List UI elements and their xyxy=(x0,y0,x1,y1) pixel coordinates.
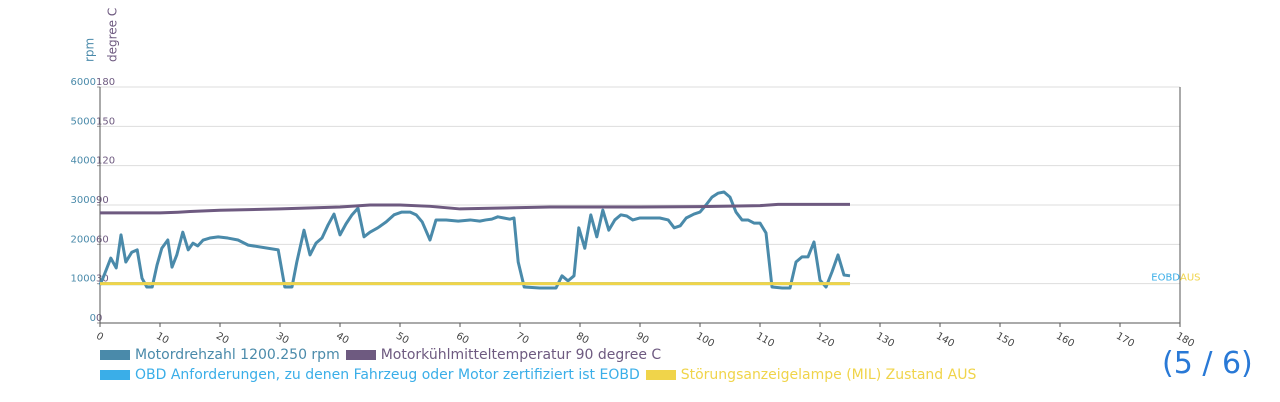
x-tick-label: 0 xyxy=(94,331,105,344)
legend-swatch xyxy=(100,350,130,360)
x-tick-label: 80 xyxy=(574,331,591,347)
legend-item[interactable]: OBD Anforderungen, zu denen Fahrzeug ode… xyxy=(100,366,640,384)
y-axis-title: rpm xyxy=(83,38,97,62)
y2-tick-label: 0 xyxy=(96,313,102,324)
x-tick-label: 10 xyxy=(154,331,171,347)
legend-item[interactable]: Motorkühlmitteltemperatur 90 degree C xyxy=(345,346,662,364)
x-tick-label: 70 xyxy=(514,331,531,347)
legend-swatch xyxy=(100,370,130,380)
legend-swatch xyxy=(645,370,676,380)
y-tick-label: 4000 xyxy=(71,156,96,167)
x-tick-label: 20 xyxy=(214,331,231,347)
end-label: AUS xyxy=(1180,273,1201,284)
y2-tick-label: 90 xyxy=(96,195,109,206)
legend-label: OBD Anforderungen, zu denen Fahrzeug ode… xyxy=(135,367,640,383)
y-tick-label: 1000 xyxy=(71,274,96,285)
y2-tick-label: 150 xyxy=(96,116,115,127)
y-tick-label: 0 xyxy=(90,313,96,324)
legend-item[interactable]: Motordrehzahl 1200.250 rpm xyxy=(100,346,340,364)
x-tick-label: 50 xyxy=(394,331,411,347)
x-tick-label: 40 xyxy=(334,331,351,347)
legend-label: Motordrehzahl 1200.250 rpm xyxy=(135,347,340,363)
x-tick-label: 90 xyxy=(634,331,651,347)
y-tick-label: 2000 xyxy=(71,234,96,245)
y2-tick-label: 120 xyxy=(96,156,115,167)
x-tick-label: 60 xyxy=(454,331,471,347)
y2-tick-label: 180 xyxy=(96,77,115,88)
y2-axis-title: degree C xyxy=(106,8,120,62)
y-tick-label: 6000 xyxy=(71,77,96,88)
series-line xyxy=(100,202,850,215)
legend-item[interactable]: Störungsanzeigelampe (MIL) Zustand AUS xyxy=(645,366,977,384)
y2-tick-label: 60 xyxy=(96,234,109,245)
legend: Motordrehzahl 1200.250 rpm Motorkühlmitte… xyxy=(100,346,1160,384)
legend-label: Motorkühlmitteltemperatur 90 degree C xyxy=(380,347,662,363)
end-label: EOBD xyxy=(1151,273,1180,284)
x-tick-label: 30 xyxy=(274,331,291,347)
page-indicator[interactable]: (5 / 6) xyxy=(1162,346,1253,381)
legend-label: Störungsanzeigelampe (MIL) Zustand AUS xyxy=(680,367,977,383)
legend-swatch xyxy=(345,350,376,360)
y-tick-label: 5000 xyxy=(71,116,96,127)
y-tick-label: 3000 xyxy=(71,195,96,206)
